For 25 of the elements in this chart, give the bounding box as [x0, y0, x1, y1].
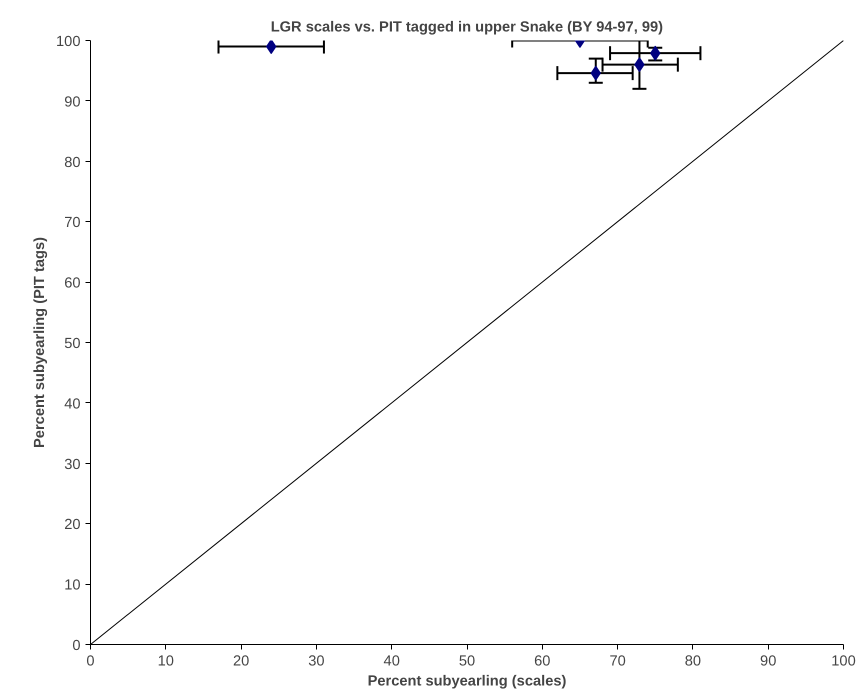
y-tick-label: 10: [64, 578, 81, 594]
x-axis-title: Percent subyearling (scales): [368, 674, 566, 690]
x-tick-label: 100: [831, 654, 856, 670]
y-tick-label: 50: [64, 336, 81, 352]
y-axis-title: Percent subyearling (PIT tags): [32, 236, 48, 448]
y-tick-label: 0: [72, 638, 81, 654]
x-tick-label: 0: [86, 654, 95, 670]
y-tick-label: 90: [64, 94, 81, 110]
x-tick-label: 30: [308, 654, 325, 670]
x-tick-label: 10: [158, 654, 174, 670]
x-tick-label: 60: [534, 654, 550, 670]
y-tick-label: 20: [64, 517, 81, 534]
y-tick-label: 100: [56, 34, 81, 50]
y-tick-label: 80: [64, 154, 81, 171]
y-tick-label: 40: [64, 396, 81, 412]
x-tick-label: 20: [232, 654, 250, 670]
x-tick-label: 90: [760, 654, 776, 670]
y-tick-label: 70: [64, 215, 81, 232]
y-tick-label: 30: [64, 456, 81, 473]
x-tick-label: 70: [609, 654, 626, 670]
chart-title: LGR scales vs. PIT tagged in upper Snake (BY 94-97, 99): [270, 20, 664, 36]
y-tick-label: 60: [64, 276, 81, 292]
x-tick-label: 50: [458, 654, 476, 670]
x-tick-label: 80: [684, 654, 702, 670]
x-tick-label: 40: [384, 654, 400, 670]
